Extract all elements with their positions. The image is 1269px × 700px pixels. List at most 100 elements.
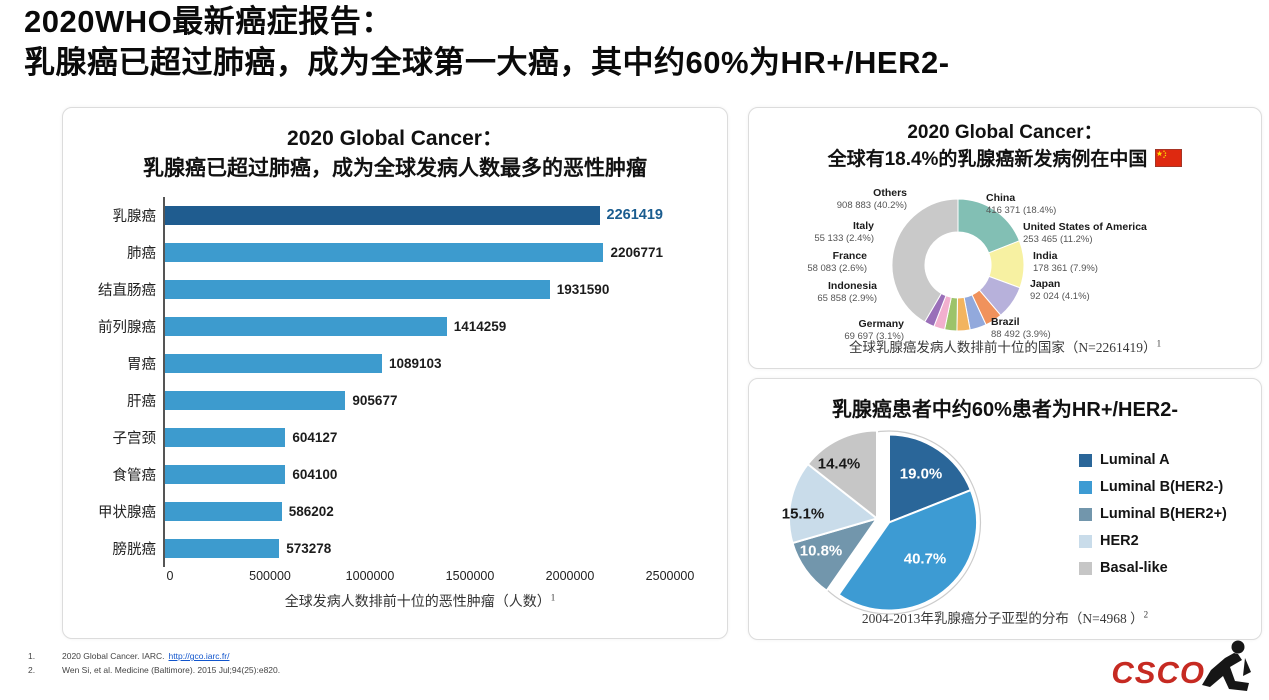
bar-row: 胃癌 1089103 [63, 344, 727, 382]
bar-value: 573278 [286, 540, 332, 556]
reference-1: 1. 2020 Global Cancer. IARC. http://gco.… [28, 650, 280, 664]
bar-value: 1414259 [453, 318, 507, 334]
legend-item-luminal-b-her2-: Luminal B(HER2+) [1079, 506, 1227, 522]
csco-logo: CSCO [1111, 638, 1253, 694]
donut-label-united-states-of-america: United States of America 253 465 (11.2%) [1023, 221, 1147, 246]
donut-label-others: Others 908 883 (40.2%) [837, 187, 907, 212]
pie-caption: 2004-2013年乳腺癌分子亚型的分布（N=4968 ）2 [861, 609, 1149, 627]
bar-track: 573278 [163, 529, 663, 567]
x-axis-label: 全球发病人数排前十位的恶性肿瘤（人数）1 [284, 592, 556, 610]
donut-country-name: Indonesia [827, 280, 877, 293]
bar-panel-title: 2020 Global Cancer： 乳腺癌已超过肺癌，成为全球发病人数最多的… [63, 124, 727, 185]
legend-label: Luminal B(HER2-) [1100, 479, 1224, 495]
donut-label-italy: Italy 55 133 (2.4%) [814, 220, 874, 245]
references: 1. 2020 Global Cancer. IARC. http://gco.… [28, 650, 280, 677]
bar [165, 205, 600, 225]
donut-rings [891, 198, 1025, 332]
bar [165, 279, 550, 299]
legend-item-her2: HER2 [1079, 533, 1227, 549]
bar-track: 1931590 [163, 270, 663, 308]
bar-category-label: 乳腺癌 [112, 208, 157, 225]
donut-country-value: 178 361 (7.9%) [1033, 263, 1098, 275]
bar-panel-title-line1: 2020 Global Cancer： [287, 127, 503, 150]
bar-category-label: 前列腺癌 [98, 319, 156, 336]
bar-track: 586202 [163, 492, 663, 530]
bar-value: 2206771 [610, 244, 663, 260]
bar-category-label: 食管癌 [112, 467, 157, 484]
bar-track: 1089103 [163, 344, 663, 382]
donut-label-japan: Japan 92 024 (4.1%) [1030, 278, 1090, 303]
bar-value: 586202 [288, 503, 334, 519]
bar-row: 子宫颈 604127 [63, 418, 727, 456]
donut-country-value: 58 083 (2.6%) [807, 263, 867, 275]
donut-country-name: Others [873, 187, 907, 200]
china-flag-icon [1155, 148, 1183, 167]
donut-slice-others [891, 198, 959, 323]
donut-panel-title: 2020 Global Cancer： 全球有18.4%的乳腺癌新发病例在中国 [749, 120, 1261, 173]
page-title: 2020WHO最新癌症报告： 乳腺癌已超过肺癌，成为全球第一大癌，其中约60%为… [24, 2, 950, 84]
bar-value: 2261419 [606, 207, 663, 224]
bar-value: 905677 [352, 392, 398, 408]
bar-category-label: 结直肠癌 [98, 282, 156, 299]
x-axis-ticks: 0 500000 1000000 1500000 2000000 2500000 [166, 567, 695, 585]
donut-country-name: Italy [852, 220, 874, 233]
bar-track: 2206771 [163, 233, 663, 271]
bar-row: 肝癌 905677 [63, 381, 727, 419]
legend-swatch [1079, 453, 1092, 467]
reference-1-link[interactable]: http://gco.iarc.fr/ [168, 651, 230, 661]
donut-country-value: 65 858 (2.9%) [817, 293, 877, 305]
bar-value: 604100 [292, 466, 338, 482]
bar-row: 前列腺癌 1414259 [63, 307, 727, 345]
bar-chart-panel: 2020 Global Cancer： 乳腺癌已超过肺癌，成为全球发病人数最多的… [62, 107, 728, 639]
legend-label: HER2 [1100, 533, 1139, 549]
donut-country-name: Japan [1030, 278, 1061, 291]
csco-logo-text: CSCO [1111, 655, 1205, 690]
bar-row: 结直肠癌 1931590 [63, 270, 727, 308]
donut-country-name: France [832, 250, 867, 263]
page-title-line1: 2020WHO最新癌症报告： [24, 4, 393, 39]
bar [165, 538, 280, 558]
pie-slice-luminal-b-her2- [837, 488, 978, 612]
donut-panel-title-line2: 全球有18.4%的乳腺癌新发病例在中国 [749, 147, 1261, 174]
pie-percent-label: 15.1% [781, 505, 825, 523]
bar-track: 1414259 [163, 307, 663, 345]
pie-slice-her2 [788, 462, 880, 545]
bar [165, 427, 286, 447]
x-tick-label: 1000000 [345, 568, 395, 583]
pie-percent-label: 19.0% [899, 465, 943, 483]
legend-swatch [1079, 480, 1092, 494]
donut-country-value: 69 697 (3.1%) [844, 331, 904, 343]
bar-row: 肺癌 2206771 [63, 233, 727, 271]
donut-label-brazil: Brazil 88 492 (3.9%) [991, 316, 1051, 341]
pie-slices [788, 429, 982, 615]
bar-track: 905677 [163, 381, 663, 419]
legend-label: Basal-like [1100, 560, 1168, 576]
donut-country-value: 416 371 (18.4%) [986, 205, 1057, 217]
x-tick-label: 500000 [249, 568, 291, 583]
csco-mascot-icon [1202, 640, 1251, 691]
legend-label: Luminal A [1100, 452, 1170, 468]
bar-panel-title-line2: 乳腺癌已超过肺癌，成为全球发病人数最多的恶性肿瘤 [143, 157, 647, 181]
legend-swatch [1079, 534, 1092, 548]
legend-item-luminal-b-her2-: Luminal B(HER2-) [1079, 479, 1227, 495]
legend-swatch [1079, 561, 1092, 575]
pie-slice-luminal-a [888, 433, 973, 524]
bar-value: 1089103 [388, 355, 442, 371]
bar-value: 1931590 [556, 281, 610, 297]
bar [165, 353, 382, 373]
pie-panel: 乳腺癌患者中约60%患者为HR+/HER2- Luminal A Luminal … [748, 378, 1262, 640]
bar-track: 2261419 [163, 196, 663, 234]
donut-country-value: 908 883 (40.2%) [836, 200, 907, 212]
x-tick-label: 0 [166, 568, 174, 583]
donut-label-india: India 178 361 (7.9%) [1033, 250, 1098, 275]
bar-category-label: 甲状腺癌 [98, 504, 156, 521]
pie-slice-basal-like [806, 429, 878, 521]
pie-percent-label: 40.7% [903, 550, 947, 568]
pie-chart: Luminal A Luminal B(HER2-) Luminal B(HER2+… [749, 424, 1261, 615]
donut-country-name: Germany [858, 318, 904, 331]
x-tick-label: 2000000 [545, 568, 595, 583]
pie-percent-label: 10.8% [799, 542, 843, 560]
donut-panel: 2020 Global Cancer： 全球有18.4%的乳腺癌新发病例在中国 … [748, 107, 1262, 369]
bar-track: 604127 [163, 418, 663, 456]
